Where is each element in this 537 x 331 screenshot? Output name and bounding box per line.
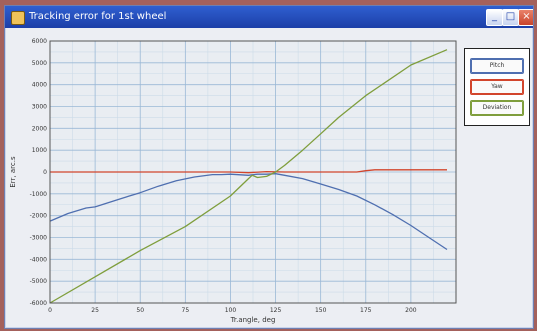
y-tick-label: 4000 bbox=[32, 82, 47, 89]
maximize-button[interactable]: □ bbox=[502, 9, 519, 26]
series-line-yaw bbox=[50, 169, 447, 174]
x-tick-label: 50 bbox=[136, 307, 144, 314]
y-tick-label: 5000 bbox=[32, 60, 47, 67]
legend: Pitch Yaw Deviation bbox=[464, 48, 530, 126]
plot-frame bbox=[49, 40, 457, 304]
chart-window: Tracking error for 1st wheel _ □ × 6000 5… bbox=[4, 5, 534, 329]
chart-area: 6000 5000 4000 3000 2000 1000 0 -1000 -2000 -3000… bbox=[5, 28, 533, 328]
y-tick-label: -4000 bbox=[30, 256, 48, 263]
y-tick-label: -3000 bbox=[30, 235, 48, 242]
x-axis-ticks: 0 25 50 75 100 125 150 175 200 bbox=[48, 307, 417, 314]
close-button[interactable]: × bbox=[518, 9, 533, 26]
x-tick-label: 175 bbox=[360, 307, 372, 314]
series-layer bbox=[49, 49, 448, 304]
y-tick-label: 1000 bbox=[32, 147, 47, 154]
window-title: Tracking error for 1st wheel bbox=[29, 11, 167, 22]
legend-item-yaw[interactable]: Yaw bbox=[470, 79, 524, 95]
chart-svg: 6000500040003000200010000-1000-2000-3000… bbox=[9, 38, 457, 324]
y-tick-label: 0 bbox=[43, 169, 47, 176]
y-axis-ticks: 6000 5000 4000 3000 2000 1000 0 -1000 -2000 -3000… bbox=[30, 38, 48, 307]
app-icon bbox=[11, 11, 25, 25]
y-tick-label: 6000 bbox=[32, 38, 47, 45]
title-bar[interactable]: Tracking error for 1st wheel _ □ × bbox=[5, 6, 533, 28]
x-tick-label: 25 bbox=[91, 307, 99, 314]
x-tick-label: 200 bbox=[405, 307, 417, 314]
x-axis-label: Tr.angle, deg bbox=[230, 316, 276, 324]
y-tick-label: 3000 bbox=[32, 104, 47, 111]
y-tick-label: -1000 bbox=[30, 191, 48, 198]
x-tick-label: 0 bbox=[48, 307, 52, 314]
legend-item-deviation[interactable]: Deviation bbox=[470, 100, 524, 116]
y-tick-label: -5000 bbox=[30, 278, 48, 285]
minimize-button[interactable]: _ bbox=[486, 9, 503, 26]
y-axis-label: Err, arc.s bbox=[9, 156, 17, 188]
x-tick-label: 150 bbox=[315, 307, 327, 314]
y-tick-label: -2000 bbox=[30, 213, 48, 220]
series-line-deviation bbox=[49, 49, 448, 304]
y-tick-label: -6000 bbox=[30, 300, 48, 307]
y-tick-label: 2000 bbox=[32, 125, 47, 132]
x-tick-label: 75 bbox=[182, 307, 190, 314]
legend-item-pitch[interactable]: Pitch bbox=[470, 58, 524, 74]
x-tick-label: 125 bbox=[270, 307, 282, 314]
x-tick-label: 100 bbox=[225, 307, 237, 314]
